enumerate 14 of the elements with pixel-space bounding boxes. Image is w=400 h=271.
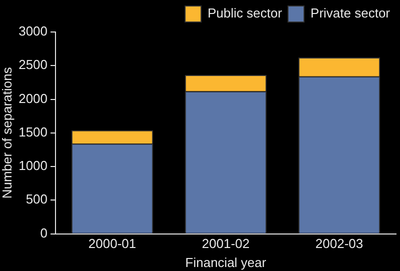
x-tick-label: 2002-03 bbox=[315, 236, 364, 252]
y-axis-title: Number of separations bbox=[0, 66, 14, 199]
y-tick-label: 2500 bbox=[18, 57, 48, 72]
x-axis-title: Financial year bbox=[185, 254, 267, 270]
y-tick-label: 2000 bbox=[18, 90, 48, 106]
y-tick-label: 1000 bbox=[18, 158, 48, 174]
y-tick-label: 3000 bbox=[18, 24, 48, 39]
legend-label: Private sector bbox=[310, 6, 391, 21]
y-tick-label: 500 bbox=[26, 192, 48, 207]
legend-label: Public sector bbox=[208, 6, 283, 21]
y-tick-label: 0 bbox=[40, 225, 48, 240]
y-tick-label: 1500 bbox=[18, 124, 48, 140]
x-tick-label: 2001-02 bbox=[202, 236, 250, 252]
x-tick-label: 2000-01 bbox=[88, 236, 136, 252]
